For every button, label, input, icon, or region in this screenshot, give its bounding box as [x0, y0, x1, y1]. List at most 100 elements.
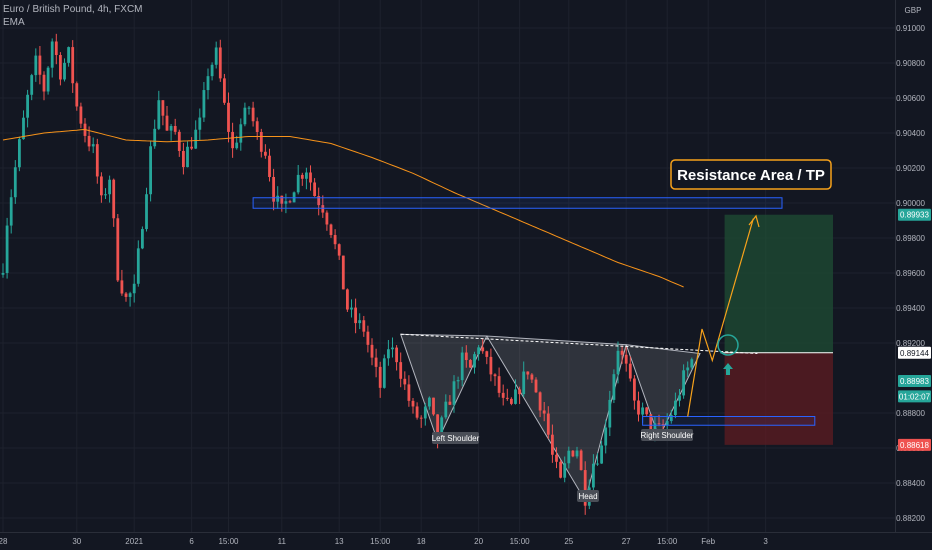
candle-body [161, 100, 165, 116]
candle-body [214, 47, 218, 65]
price-tick-label: 0.90800 [896, 59, 925, 68]
time-axis[interactable]: 28 30 2021 6 15:00 11 13 15:00 18 20 15:00 25 27 15:0… [0, 532, 932, 547]
candle-body [54, 41, 58, 55]
candle-body [661, 424, 665, 426]
candle-body [136, 248, 140, 284]
candle-body [477, 347, 480, 355]
candle-body [489, 356, 493, 375]
price-tick-label: 0.89800 [896, 234, 925, 243]
candle-body [407, 384, 411, 401]
candle-body [104, 194, 107, 196]
candle-body [669, 415, 673, 422]
candle-body [124, 293, 128, 297]
price-tick-label: 0.91000 [896, 24, 925, 33]
candle-body [13, 167, 17, 198]
resistance-callout[interactable]: Resistance Area / TP [670, 159, 832, 190]
candle-body [493, 374, 497, 377]
candle-body [116, 218, 120, 281]
time-tick-label: 3 [763, 537, 768, 546]
currency-label: GBP [905, 6, 922, 15]
candle-body [251, 107, 255, 122]
resistance-callout-box [670, 159, 832, 190]
price-tick-label: 0.89200 [896, 339, 925, 348]
candle-body [428, 397, 431, 407]
candle-body [678, 395, 681, 401]
candle-body [346, 289, 349, 310]
candle-body [575, 450, 579, 457]
support-box[interactable] [642, 416, 816, 426]
candle-body [46, 67, 50, 92]
candle-body [403, 378, 407, 385]
candle-body [649, 414, 653, 433]
time-tick-label: 28 [0, 537, 8, 546]
candle-body [22, 117, 25, 140]
candle-body [288, 201, 292, 203]
candle-body [653, 423, 657, 433]
price-tick-label: 0.90000 [896, 199, 925, 208]
price-tick-label: 0.90600 [896, 94, 925, 103]
candle-body [100, 176, 103, 196]
candle-body [423, 406, 427, 419]
candle-body [657, 423, 661, 425]
candle-body [354, 307, 357, 324]
candle-body [682, 370, 685, 396]
price-tick-label: 0.90400 [896, 129, 925, 138]
candle-body [444, 401, 448, 418]
price-tick-label: 0.88400 [896, 479, 925, 488]
candle-body [637, 400, 640, 415]
price-axis[interactable]: GBP 0.91000 0.90800 0.90600 0.90400 0.90200 0… [895, 0, 932, 532]
candle-body [579, 450, 583, 471]
candle-body [300, 174, 304, 179]
time-tick-label: 15:00 [510, 537, 531, 546]
price-tick-label: 0.90200 [896, 164, 925, 173]
candle-body [530, 374, 534, 380]
time-tick-label: 27 [622, 537, 631, 546]
candle-body [374, 357, 378, 367]
price-badge [898, 346, 931, 359]
candle-body [227, 102, 230, 132]
time-tick-label: 13 [335, 537, 344, 546]
candle-body [551, 434, 554, 455]
right-shoulder-tag [641, 429, 693, 441]
candle-body [18, 139, 21, 168]
resistance-callout-text: Resistance Area / TP [677, 167, 825, 184]
candle-body [149, 146, 152, 195]
candle-body [243, 107, 247, 125]
ema-indicator-label[interactable]: EMA [3, 17, 25, 28]
candle-body [505, 397, 509, 399]
price-badge [898, 390, 931, 403]
candle-body [182, 150, 185, 168]
candle-body [108, 179, 111, 195]
price-tick-label: 0.88200 [896, 514, 925, 523]
candle-body [218, 47, 222, 79]
candle-body [674, 400, 677, 416]
candle-body [571, 450, 575, 457]
candle-body [567, 450, 571, 464]
candle-body [534, 379, 538, 393]
right-shoulder-label: Right Shoulder [641, 431, 694, 440]
candle-body [608, 399, 612, 428]
candle-body [71, 47, 75, 84]
candle-body [42, 74, 46, 92]
candle-body [26, 94, 29, 118]
candle-body [378, 366, 382, 388]
candle-body [120, 280, 124, 294]
candle-body [276, 195, 280, 202]
candle-body [432, 397, 435, 415]
candle-body [460, 352, 464, 381]
candle-body [223, 78, 226, 103]
candle-body [325, 212, 329, 225]
candle-body [448, 401, 452, 405]
time-tick-label: Feb [701, 537, 715, 546]
candle-body [473, 354, 476, 368]
candle-body [112, 179, 116, 219]
candle-body [395, 347, 398, 363]
candle-body [542, 410, 546, 414]
breakout-arrow-icon [723, 363, 733, 375]
resistance-box[interactable] [252, 197, 783, 209]
left-shoulder-label: Left Shoulder [432, 434, 480, 443]
candle-body [272, 176, 275, 202]
symbol-title[interactable]: Euro / British Pound, 4h, FXCM [3, 4, 143, 15]
candle-body [95, 144, 99, 177]
